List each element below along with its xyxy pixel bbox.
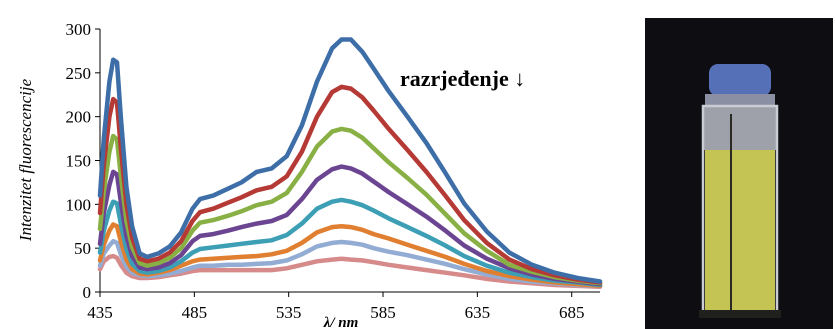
cuvette [699,64,781,318]
y-tick-label: 0 [83,283,92,302]
y-tick-label: 100 [66,195,92,214]
series-line-7 [97,238,603,289]
series-line-5 [97,197,603,288]
dilution-annotation: razrjeđenje ↓ [400,66,525,91]
x-tick-label: 535 [276,303,302,322]
y-tick-label: 50 [74,239,91,258]
x-tick-label: 435 [87,303,113,322]
y-tick-label: 300 [66,20,92,39]
tick-labels: 0 50 100 150 200 250 300 435 485 535 585 635 685 [66,20,585,322]
cuvette-neck [703,106,777,150]
x-tick-label: 685 [559,303,585,322]
y-tick-label: 250 [66,64,92,83]
y-axis-label: Intenzitet fluorescencije [16,78,35,242]
x-tick-label: 635 [465,303,491,322]
series-lines [97,37,603,289]
y-tick-label: 150 [66,152,92,171]
series-line-1 [97,37,603,284]
x-axis [99,291,600,297]
cuvette-cap-ring [705,94,775,106]
series-line-4 [97,164,603,287]
cuvette-liquid [705,150,775,310]
cuvette-photo [645,18,833,329]
x-tick-label: 485 [182,303,208,322]
x-tick-label: 585 [370,303,396,322]
y-tick-label: 200 [66,108,92,127]
series-line-6 [97,222,603,289]
cuvette-cap [709,64,771,96]
series-line-8 [97,253,603,289]
series-line-3 [97,126,603,286]
cuvette-base [699,310,781,318]
fluorescence-chart: 0 50 100 150 200 250 300 435 485 535 585 635 685 Int… [16,20,603,329]
x-axis-label: λ/ nm [323,315,359,329]
